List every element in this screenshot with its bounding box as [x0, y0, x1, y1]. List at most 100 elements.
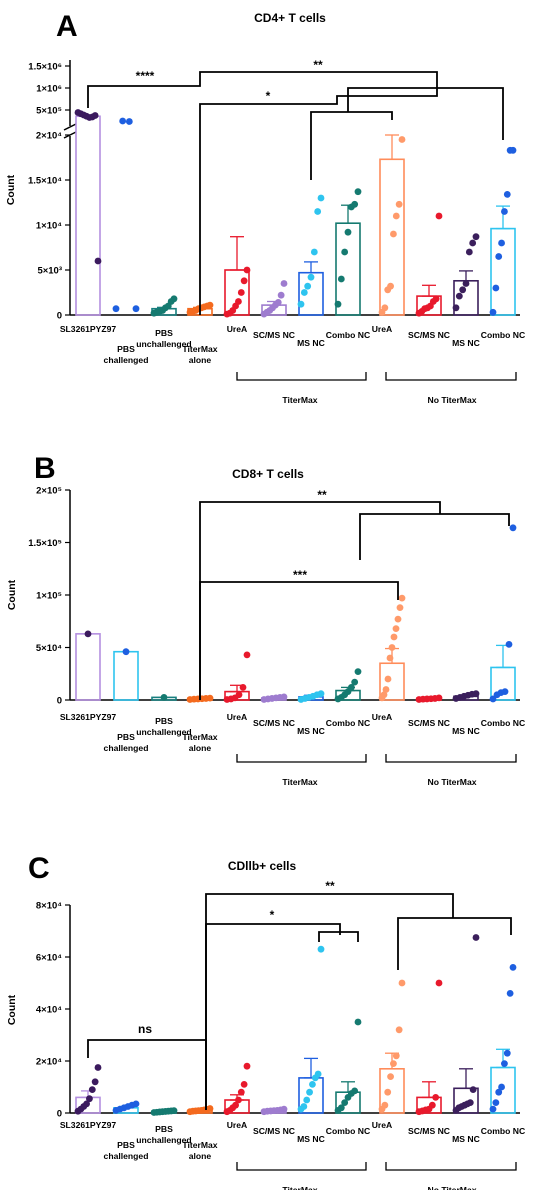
data-point	[237, 289, 245, 296]
data-point	[489, 1105, 497, 1113]
x-label: PBS	[155, 328, 173, 338]
data-point	[206, 694, 214, 702]
data-point	[506, 990, 514, 997]
panel-c-bars	[74, 934, 517, 1116]
group-bracket	[385, 1162, 517, 1171]
y-tick-label: 4×10⁴	[36, 1005, 62, 1016]
x-label: SC/MS NC	[408, 718, 450, 728]
panel-c-title: CDllb+ cells	[228, 859, 297, 873]
y-tick-label: 8×10⁴	[36, 901, 62, 912]
data-point	[300, 1103, 308, 1110]
panel-c-ylabel: Count	[6, 994, 18, 1025]
significance-label: **	[325, 879, 335, 893]
data-point	[390, 633, 398, 641]
data-point	[351, 1087, 359, 1095]
data-point	[498, 1083, 505, 1091]
x-label: Combo NC	[481, 1126, 525, 1136]
panel-c-cd11b: C CDllb+ cells Count 0 2×10⁴ 4×10⁴ 6×10⁴ 8×1…	[6, 852, 525, 1190]
y-tick-label: 2×10⁴	[36, 131, 62, 142]
data-point	[274, 299, 282, 306]
panel-letter-a: A	[56, 10, 78, 43]
data-point	[300, 289, 308, 296]
data-point	[94, 1064, 102, 1071]
data-point	[132, 1100, 140, 1108]
data-point	[501, 208, 508, 215]
data-point	[492, 284, 500, 292]
panel-b-ylabel: Count	[6, 579, 18, 610]
significance-label: *	[270, 908, 275, 922]
panel-a-group-labels: TiterMax No TiterMax	[236, 372, 517, 405]
data-point	[384, 675, 392, 683]
data-point	[501, 688, 509, 695]
x-label: PBS	[117, 344, 135, 354]
data-point	[170, 295, 178, 303]
data-point	[459, 286, 467, 294]
panel-letter-b: B	[34, 452, 56, 485]
x-label: alone	[189, 355, 212, 365]
x-label: SL3261PYZ97	[60, 712, 117, 722]
data-point	[91, 112, 99, 119]
data-point	[280, 693, 288, 701]
data-point	[337, 275, 345, 283]
panel-a-significance: *******	[87, 58, 504, 315]
significance-bracket	[205, 923, 341, 1110]
group-label: No TiterMax	[427, 1185, 476, 1190]
data-point	[396, 604, 404, 611]
data-point	[465, 248, 473, 256]
data-point	[240, 277, 248, 285]
data-point	[394, 615, 402, 623]
significance-label: **	[317, 488, 327, 502]
panel-a-bars	[74, 109, 517, 318]
x-label: SC/MS NC	[253, 718, 295, 728]
bar	[113, 650, 139, 701]
panel-b-bars	[75, 524, 517, 703]
data-point	[280, 280, 288, 287]
x-label: TiterMax	[182, 1140, 217, 1150]
panel-b-axes: 0 5×10⁴ 1×10⁵ 1.5×10⁵ 2×10⁵	[28, 486, 520, 707]
panel-c-axes: 0 2×10⁴ 4×10⁴ 6×10⁴ 8×10⁴	[36, 901, 520, 1120]
x-label: MS NC	[297, 726, 325, 736]
significance-label: *	[266, 89, 271, 103]
data-point	[344, 228, 352, 236]
x-label: Combo NC	[326, 330, 370, 340]
data-point	[94, 257, 102, 265]
data-point	[390, 1060, 397, 1067]
data-point	[466, 1099, 474, 1106]
y-tick-label: 2×10⁵	[36, 486, 62, 497]
data-point	[495, 253, 503, 260]
significance-bracket	[87, 71, 438, 108]
significance-bracket	[310, 111, 393, 180]
x-label: Combo NC	[481, 718, 525, 728]
data-point	[239, 684, 247, 691]
data-point	[498, 239, 505, 247]
data-point	[398, 979, 406, 987]
data-point	[206, 1105, 214, 1112]
data-point	[306, 1088, 313, 1096]
data-point	[314, 1070, 322, 1078]
data-point	[432, 295, 440, 303]
x-label: challenged	[104, 743, 149, 753]
data-point	[132, 305, 140, 313]
data-point	[509, 524, 517, 532]
x-label: TiterMax	[182, 344, 217, 354]
data-point	[384, 1088, 392, 1096]
data-point	[277, 291, 285, 299]
x-label: MS NC	[452, 1134, 480, 1144]
data-point	[381, 1101, 389, 1109]
data-point	[380, 691, 388, 699]
data-point	[206, 301, 214, 309]
y-tick-label: 1×10⁴	[36, 221, 62, 232]
x-label: PBS	[155, 716, 173, 726]
significance-bracket	[347, 87, 504, 140]
data-point	[392, 212, 400, 220]
data-point	[390, 230, 397, 238]
x-label: PBS	[155, 1124, 173, 1134]
data-point	[472, 934, 480, 941]
y-tick-label: 2×10⁴	[36, 1057, 62, 1068]
y-tick-label: 1.5×10⁶	[28, 62, 62, 73]
x-label: MS NC	[452, 726, 480, 736]
group-label: No TiterMax	[427, 777, 476, 787]
data-point	[84, 630, 92, 638]
data-point	[125, 118, 133, 125]
